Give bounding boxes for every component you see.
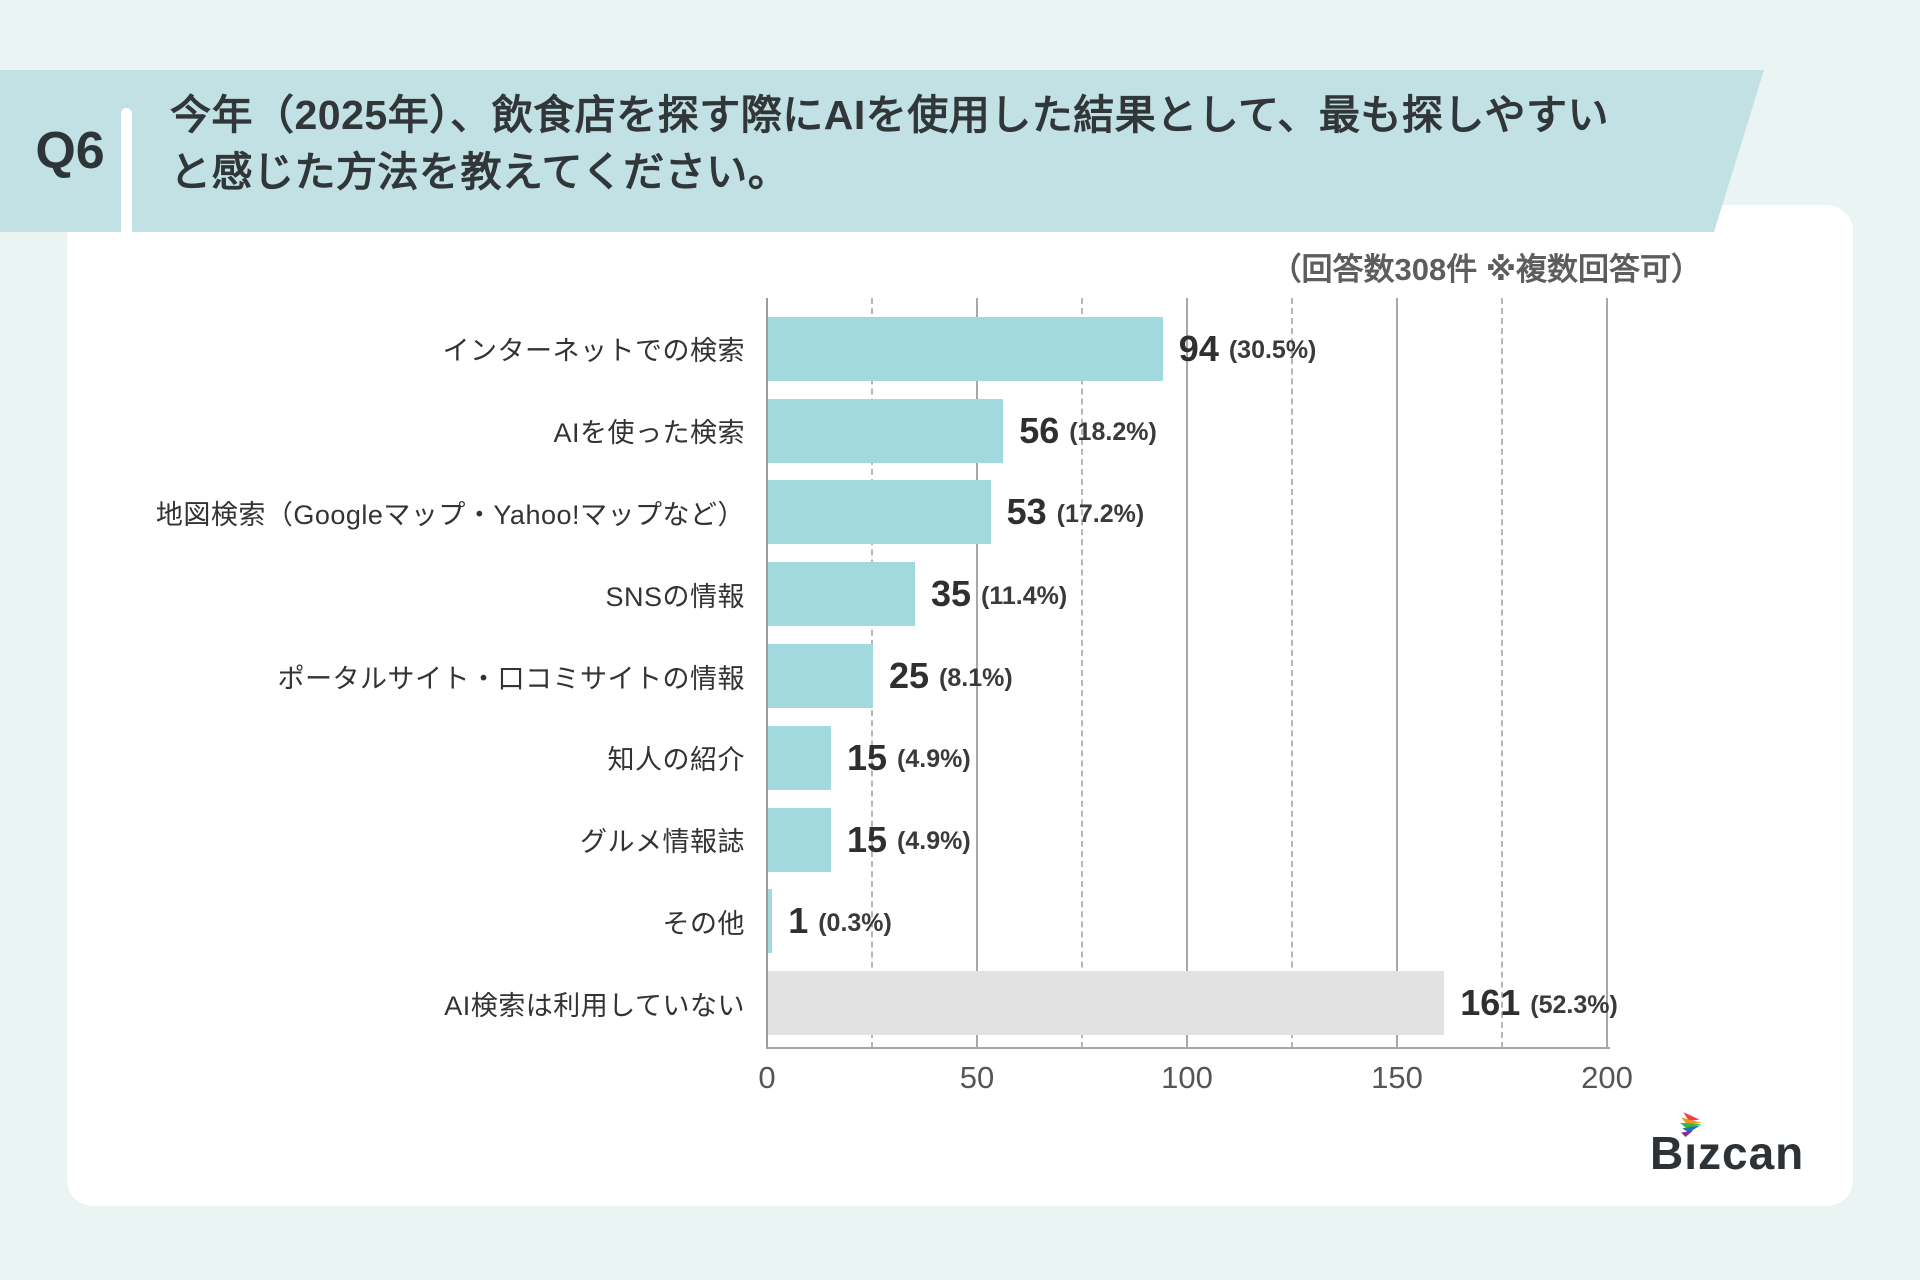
bar-value-count: 35 [931, 573, 972, 615]
bar-value-percent: (0.3%) [818, 908, 892, 937]
bar-value-count: 161 [1460, 982, 1521, 1024]
bar [768, 316, 1163, 381]
x-axis-tick-label: 0 [758, 1060, 776, 1095]
bar-value-count: 1 [788, 900, 809, 942]
bar [768, 398, 1004, 463]
bar-value-label: 15 (4.9%) [847, 717, 971, 799]
bar-value-label: 94 (30.5%) [1179, 308, 1317, 390]
bar-value-percent: (11.4%) [981, 581, 1068, 610]
bar-value-percent: (17.2%) [1056, 499, 1145, 528]
header-divider [121, 108, 132, 236]
category-label: ポータルサイト・口コミサイトの情報 [277, 663, 745, 694]
bar-row: 地図検索（Googleマップ・Yahoo!マップなど） 53 (17.2%) [0, 472, 1920, 554]
bar [768, 562, 915, 627]
bar [768, 889, 773, 954]
bar-value-label: 161 (52.3%) [1460, 962, 1618, 1044]
x-axis-line [766, 1047, 1610, 1049]
bar-value-percent: (18.2%) [1069, 418, 1157, 447]
bar-row: AI検索は利用していない 161 (52.3%) [0, 962, 1920, 1044]
bar-value-count: 15 [847, 818, 888, 860]
x-axis-tick-label: 100 [1161, 1060, 1213, 1095]
bar-value-count: 25 [889, 655, 930, 697]
bar [768, 480, 991, 545]
bar [768, 644, 873, 709]
bar-value-label: 1 (0.3%) [788, 881, 892, 963]
bar-value-count: 94 [1178, 327, 1219, 369]
bar-value-count: 15 [847, 736, 888, 778]
bar-value-label: 35 (11.4%) [931, 553, 1067, 635]
bar-value-count: 53 [1006, 491, 1047, 533]
gridline-solid [766, 298, 768, 1048]
bar-row: 知人の紹介 15 (4.9%) [0, 717, 1920, 799]
bar [768, 807, 831, 872]
question-title: 今年（2025年）、飲食店を探す際にAIを使用した結果として、最も探しやすい と… [170, 87, 1609, 201]
x-axis-tick-label: 150 [1371, 1060, 1423, 1095]
bar-value-percent: (30.5%) [1228, 336, 1317, 365]
category-label: AIを使った検索 [553, 418, 745, 449]
bar-value-percent: (4.9%) [897, 827, 971, 856]
category-label: その他 [662, 908, 745, 939]
bar-row: AIを使った検索 56 (18.2%) [0, 390, 1920, 472]
question-number: Q6 [35, 122, 105, 180]
x-axis-tick-label: 200 [1581, 1060, 1633, 1095]
response-count-note: （回答数308件 ※複数回答可） [1270, 252, 1702, 287]
bar-row: SNSの情報 35 (11.4%) [0, 553, 1920, 635]
category-label: グルメ情報誌 [580, 827, 745, 858]
gridline-dashed [1501, 298, 1503, 1048]
bizcan-logo-mark [1680, 1112, 1702, 1137]
header-banner [0, 70, 1764, 232]
bar-value-label: 15 (4.9%) [847, 799, 971, 881]
category-label: インターネットでの検索 [442, 336, 745, 367]
bar-row: グルメ情報誌 15 (4.9%) [0, 799, 1920, 881]
bar-value-percent: (4.9%) [897, 745, 971, 774]
bizcan-logo-text: Bızcan [1650, 1112, 1804, 1180]
bar-value-percent: (52.3%) [1530, 990, 1618, 1019]
bar-value-percent: (8.1%) [939, 663, 1013, 692]
gridline-solid [1396, 298, 1398, 1048]
gridline-dashed [1291, 298, 1293, 1048]
gridline-solid [976, 298, 978, 1048]
bar-row: その他 1 (0.3%) [0, 881, 1920, 963]
bar-value-label: 53 (17.2%) [1007, 472, 1145, 554]
gridline-solid [1186, 298, 1188, 1048]
x-axis-tick-label: 50 [959, 1060, 995, 1095]
gridline-dashed [1081, 298, 1083, 1048]
bar-value-label: 56 (18.2%) [1019, 390, 1157, 472]
category-label: SNSの情報 [605, 581, 745, 612]
question-title-line1: 今年（2025年）、飲食店を探す際にAIを使用した結果として、最も探しやすい [170, 92, 1610, 138]
bar-value-count: 56 [1019, 409, 1060, 451]
category-label: AI検索は利用していない [444, 990, 745, 1021]
bizcan-logo: Bızcan [1650, 1112, 1804, 1180]
bar [768, 725, 831, 790]
question-title-line2: と感じた方法を教えてください。 [170, 149, 790, 195]
bar-row: インターネットでの検索 94 (30.5%) [0, 308, 1920, 390]
gridline-solid [1606, 298, 1608, 1048]
bar-value-label: 25 (8.1%) [889, 635, 1013, 717]
category-label: 知人の紹介 [607, 745, 745, 776]
bar-row: ポータルサイト・口コミサイトの情報 25 (8.1%) [0, 635, 1920, 717]
bar [768, 971, 1445, 1036]
category-label: 地図検索（Googleマップ・Yahoo!マップなど） [155, 499, 745, 530]
